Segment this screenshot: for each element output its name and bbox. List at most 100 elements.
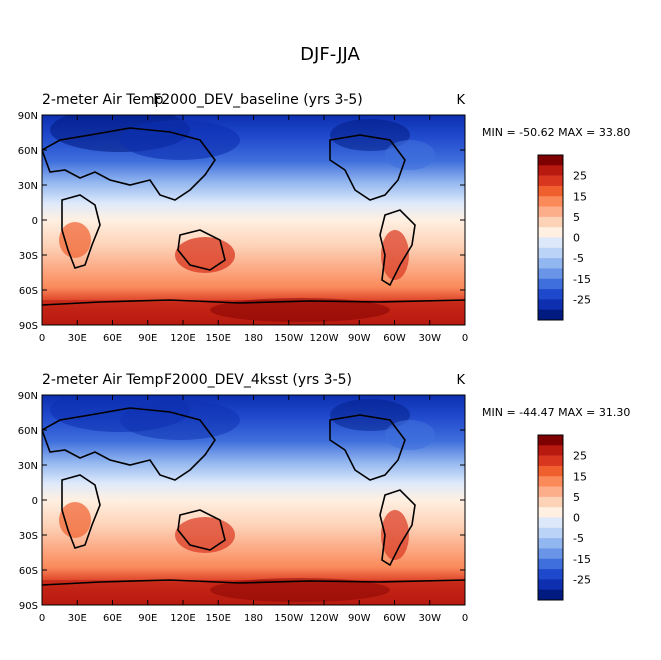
colorbar-swatch [538,527,563,539]
lat-tick-label: 0 [32,216,38,227]
lon-tick-label: 120E [170,613,195,624]
colorbar-label: -15 [573,553,591,566]
temperature-field [42,115,465,325]
colorbar-swatch [538,558,563,570]
lon-tick-label: 60E [103,613,122,624]
colorbar-swatch [538,247,563,259]
colorbar-swatch [538,196,563,207]
lat-tick-label: 90N [18,111,38,122]
colorbar-label: 15 [573,190,587,203]
panel-case-title: F2000_DEV_4ksst (yrs 3-5) [164,372,352,388]
lon-tick-label: 120E [170,333,195,344]
lon-tick-label: 120W [310,613,339,624]
panel-case-title: F2000_DEV_baseline (yrs 3-5) [153,92,363,108]
lon-tick-label: 90W [348,613,371,624]
colorbar-swatch [538,476,563,487]
colorbar-swatch [538,517,563,529]
lon-tick-label: 30E [68,613,87,624]
colorbar-label: 25 [573,170,587,183]
colorbar-swatch [538,268,563,280]
lat-tick-label: 60N [18,426,38,437]
colorbar-label: -25 [573,573,591,586]
colorbar-swatch [538,445,563,456]
lon-tick-label: 60W [383,333,406,344]
colorbar-label: 5 [573,491,580,504]
colorbar-label: 15 [573,470,587,483]
colorbar-swatch [538,507,563,518]
lon-tick-label: 150W [274,613,303,624]
lon-tick-label: 30W [418,333,441,344]
lat-tick-label: 60S [19,566,38,577]
colorbar-swatch [538,185,563,197]
colorbar-frame [537,154,564,321]
lat-tick-label: 60N [18,146,38,157]
panel-units: K [456,373,465,388]
colorbar-swatch [538,486,563,498]
colorbar-swatch [538,579,563,590]
colorbar-swatch [538,258,563,269]
lon-tick-label: 30W [418,613,441,624]
page-title: DJF-JJA [300,44,360,65]
lon-tick-label: 0 [39,333,45,344]
colorbar-label: 0 [573,512,580,525]
lat-tick-label: 0 [32,496,38,507]
colorbar-swatch [538,289,563,300]
map-panel-4ksst: 2-meter Air Temp F2000_DEV_4ksst (yrs 3-… [18,372,631,624]
map-panel-baseline: 2-meter Air Temp F2000_DEV_baseline (yrs… [18,92,631,344]
colorbar-swatch [538,155,563,166]
lat-tick-label: 90N [18,391,38,402]
min-max-stats: MIN = -44.47 MAX = 31.30 [482,406,630,419]
coastlines [42,407,465,586]
colorbar-swatch [538,538,563,549]
lat-tick-label: 60S [19,286,38,297]
lat-tick-label: 30N [18,181,38,192]
colorbar-label: 5 [573,211,580,224]
lon-tick-label: 90E [138,333,157,344]
colorbar-label: -5 [573,532,584,545]
colorbar-swatch [538,455,563,467]
lon-tick-label: 90W [348,333,371,344]
colorbar-label: -25 [573,293,591,306]
colorbar-swatch [538,206,563,218]
lon-tick-label: 150E [206,613,231,624]
colorbar-swatch [538,496,563,508]
colorbar-swatch [538,299,563,310]
lon-tick-label: 0 [39,613,45,624]
lat-tick-label: 30N [18,461,38,472]
colorbar-label: 25 [573,450,587,463]
lon-tick-label: 90E [138,613,157,624]
colorbar-frame [537,434,564,601]
lon-tick-label: 30E [68,333,87,344]
lon-tick-label: 180 [244,333,263,344]
lon-tick-label: 60W [383,613,406,624]
colorbar-swatch [538,216,563,228]
lat-tick-label: 90S [19,601,38,612]
temperature-field [42,395,465,605]
colorbar-swatch [538,589,563,601]
colorbar-swatch [538,309,563,321]
lon-tick-label: 180 [244,613,263,624]
lat-tick-label: 30S [19,251,38,262]
colorbar-swatch [538,548,563,560]
panel-units: K [456,93,465,108]
colorbar-swatch [538,237,563,249]
colorbar-swatch [538,227,563,238]
colorbar-swatch [538,175,563,187]
colorbar-label: -5 [573,252,584,265]
lon-tick-label: 0 [462,613,468,624]
colorbar-label: -15 [573,273,591,286]
colorbar-swatch [538,435,563,446]
lon-tick-label: 60E [103,333,122,344]
lat-tick-label: 30S [19,531,38,542]
colorbar-swatch [538,569,563,580]
panel-variable-title: 2-meter Air Temp [42,92,164,108]
coastlines [42,127,465,306]
lon-tick-label: 120W [310,333,339,344]
colorbar-swatch [538,465,563,477]
min-max-stats: MIN = -50.62 MAX = 33.80 [482,126,630,139]
colorbar-swatch [538,278,563,290]
lon-tick-label: 0 [462,333,468,344]
panel-variable-title: 2-meter Air Temp [42,372,164,388]
lon-tick-label: 150E [206,333,231,344]
colorbar-label: 0 [573,232,580,245]
